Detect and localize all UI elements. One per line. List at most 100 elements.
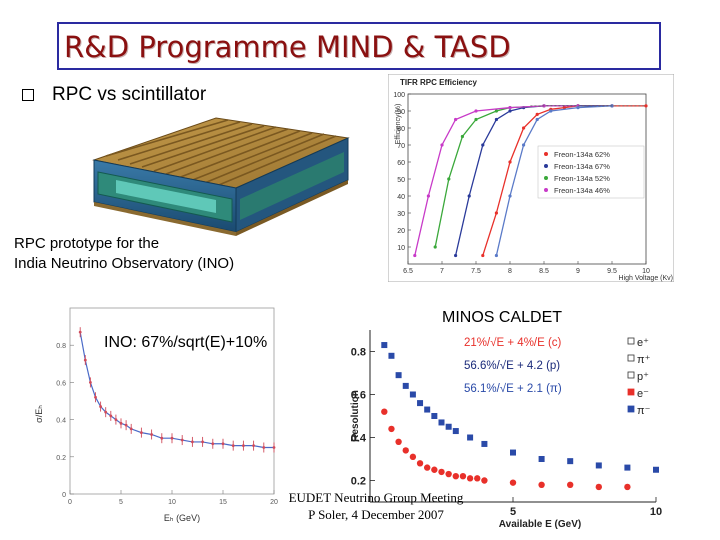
ino-data-point [170, 436, 174, 440]
minos-blue-marker [381, 342, 388, 349]
ino-data-point [272, 446, 276, 449]
ino-x-tick-label: 15 [219, 499, 227, 506]
ino-data-point [160, 436, 164, 440]
minos-red-marker [452, 473, 459, 480]
minos-red-marker [388, 425, 395, 433]
efficiency-y-tick-label: 90 [397, 109, 405, 116]
efficiency-data-point [644, 104, 648, 108]
efficiency-data-point [562, 106, 566, 110]
efficiency-x-tick-label: 7 [440, 268, 444, 275]
minos-legend-entry: p⁺ [637, 371, 649, 383]
minos-fit-label: 56.1%/√E + 2.1 (π) [464, 382, 562, 395]
efficiency-legend-marker [544, 188, 548, 192]
ino-data-point [201, 440, 205, 444]
efficiency-legend-entry: Freon-134a 62% [554, 150, 610, 159]
ino-resolution-chart: 0 0.2 0.4 0.6 0.8 0 5 10 15 20 Eₕ (GeV) σ/Eₕ [34, 307, 278, 523]
efficiency-legend-marker [544, 164, 548, 168]
minos-red-marker [624, 483, 631, 491]
efficiency-data-point [413, 253, 417, 258]
efficiency-data-point [481, 253, 485, 258]
ino-data-point [242, 444, 245, 448]
minos-fit-label: 21%/√E + 4%/E (c) [464, 336, 562, 349]
minos-x-tick-label: 10 [650, 506, 662, 518]
minos-red-marker [431, 466, 438, 473]
efficiency-data-point [494, 253, 498, 258]
ino-x-tick-label: 10 [168, 499, 176, 506]
efficiency-data-point [494, 117, 498, 122]
minos-blue-marker [431, 413, 438, 419]
ino-data-point [94, 395, 97, 399]
minos-blue-marker [510, 449, 516, 456]
ino-y-axis-label: σ/Eₕ [34, 405, 44, 423]
minos-y-tick-label: 0.8 [351, 347, 366, 359]
ino-data-point [78, 330, 82, 334]
ino-data-point [191, 440, 194, 444]
efficiency-x-tick-label: 8 [508, 268, 512, 275]
minos-blue-marker [409, 391, 416, 398]
efficiency-x-tick-label: 7.5 [471, 268, 481, 275]
minos-plot-area: 0.2 0.4 0.6 0.8 5 10 21%/√E + 4%/E (c) 56.6%/√E… [351, 330, 662, 518]
minos-red-marker [395, 438, 402, 445]
minos-red-marker [509, 479, 517, 486]
minos-blue-marker [417, 400, 424, 407]
minos-red-marker [466, 475, 474, 482]
efficiency-data-point [454, 253, 458, 258]
footer-line1: EUDET Neutrino Group Meeting [288, 490, 464, 505]
efficiency-legend-box [537, 145, 645, 199]
minos-legend-marker [627, 405, 635, 413]
rpc-caption: RPC prototype for the India Neutrino Obs… [14, 234, 234, 274]
minos-blue-marker [395, 372, 402, 379]
efficiency-x-tick-label: 6.5 [403, 268, 413, 275]
minos-blue-marker [438, 419, 445, 426]
minos-red-marker [474, 475, 481, 482]
efficiency-x-tick-label: 10 [642, 268, 650, 275]
minos-y-tick-label: 0.4 [351, 433, 367, 445]
minos-legend-entry: π⁻ [637, 405, 651, 417]
efficiency-y-tick-label: 40 [397, 194, 405, 201]
efficiency-legend-entry: Freon-134a 46% [554, 186, 610, 195]
minos-blue-marker [424, 406, 431, 413]
ino-data-point [119, 421, 123, 425]
minos-blue-marker [481, 440, 488, 447]
minos-red-marker [381, 408, 388, 415]
minos-x-tick-label: 5 [510, 506, 516, 518]
ino-data-point [104, 410, 108, 414]
efficiency-x-tick-label: 8.5 [539, 268, 549, 275]
minos-x-axis-label: Available E (GeV) [499, 519, 581, 530]
slide-title: R&D Programme MIND & TASD [64, 30, 511, 64]
efficiency-x-tick-label: 9.5 [607, 268, 617, 275]
minos-legend-marker [627, 354, 635, 362]
minos-y-axis-label: Resolution [350, 390, 361, 442]
efficiency-data-point [522, 126, 526, 130]
efficiency-data-point [494, 211, 498, 215]
efficiency-y-tick-label: 50 [397, 177, 405, 184]
efficiency-plot-area: 10 20 30 40 50 60 70 80 90 100 6.5 7 7.5 8 8.5 9 9.5 10 Fr… [393, 92, 650, 275]
minos-blue-marker [538, 456, 545, 462]
ino-data-point [83, 358, 87, 362]
hollow-square-bullet-icon [22, 89, 34, 101]
efficiency-data-point [474, 109, 478, 113]
efficiency-data-point [433, 245, 437, 249]
minos-legend-entry: π⁺ [637, 354, 651, 366]
efficiency-legend-marker [544, 152, 548, 156]
efficiency-x-tick-label: 9 [576, 268, 580, 275]
ino-y-tick-label: 0.2 [56, 455, 66, 462]
ino-data-point [262, 446, 266, 449]
efficiency-data-point [460, 134, 464, 139]
efficiency-data-point [508, 160, 512, 164]
minos-red-marker [459, 473, 467, 480]
minos-blue-marker [653, 466, 659, 473]
slide-subtitle: RPC vs scintillator [52, 84, 207, 105]
minos-blue-marker [388, 352, 395, 359]
minos-blue-marker [595, 462, 602, 469]
efficiency-chart-title: TIFR RPC Efficiency [400, 78, 477, 87]
footer: EUDET Neutrino Group Meeting P Soler, 4 … [276, 489, 476, 523]
efficiency-legend-entry: Freon-134a 67% [554, 162, 610, 171]
minos-blue-marker [624, 464, 631, 471]
ino-data-point [211, 442, 215, 446]
minos-y-tick-label: 0.2 [351, 476, 366, 488]
efficiency-data-point [508, 194, 512, 198]
minos-caldet-label: MINOS CALDET [442, 309, 563, 326]
minos-resolution-chart: 0.2 0.4 0.6 0.8 5 10 21%/√E + 4%/E (c) 56.6%/√E… [350, 330, 662, 530]
efficiency-data-point [474, 117, 478, 122]
